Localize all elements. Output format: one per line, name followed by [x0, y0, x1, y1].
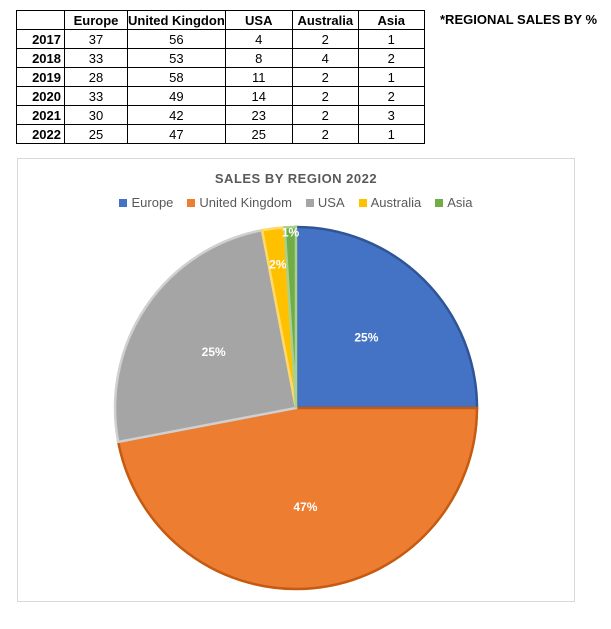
column-header: Australia: [291, 10, 359, 30]
table-row: 2022 25 47 25 2 1: [16, 124, 425, 144]
legend-label: United Kingdom: [199, 195, 292, 210]
column-header: United Kingdon: [127, 10, 226, 30]
year-cell: 2017: [16, 29, 65, 49]
sales-table: Europe United Kingdon USA Australia Asia 2017…: [16, 10, 425, 144]
column-header: USA: [224, 10, 293, 30]
value-cell: 56: [127, 29, 226, 49]
year-cell: 2019: [16, 67, 65, 87]
year-cell: 2022: [16, 124, 65, 144]
value-cell: 14: [224, 86, 293, 106]
value-cell: 1: [357, 124, 425, 144]
pie-slice-usa: [113, 228, 298, 444]
value-cell: 53: [127, 48, 226, 68]
legend-swatch: [119, 198, 128, 207]
legend-swatch: [435, 198, 444, 207]
legend-label: USA: [317, 195, 345, 210]
year-cell: 2021: [16, 105, 65, 125]
year-cell: 2020: [16, 86, 65, 106]
value-cell: 37: [64, 29, 128, 49]
pie-slice-asia: [283, 225, 298, 409]
value-cell: 11: [224, 67, 293, 87]
column-header: Europe: [64, 10, 128, 30]
legend-swatch: [358, 198, 367, 207]
value-cell: 3: [357, 105, 425, 125]
value-cell: 49: [127, 86, 226, 106]
pie-chart: 25% 47% 25% 2% 1% SALES BY REGION 2022 Europ…: [17, 158, 575, 602]
legend-item: United Kingdom: [187, 195, 292, 210]
value-cell: 2: [291, 124, 359, 144]
column-header: Asia: [357, 10, 425, 30]
value-cell: 33: [64, 48, 128, 68]
legend-item: Europe: [119, 195, 173, 210]
value-cell: 2: [291, 105, 359, 125]
legend-swatch: [305, 198, 314, 207]
table-note: *REGIONAL SALES BY %: [440, 12, 597, 27]
data-label: 25%: [202, 345, 226, 359]
legend-label: Australia: [370, 195, 422, 210]
value-cell: 58: [127, 67, 226, 87]
table-row: 2018 33 53 8 4 2: [16, 48, 425, 68]
value-cell: 33: [64, 86, 128, 106]
value-cell: 42: [127, 105, 226, 125]
value-cell: 25: [224, 124, 293, 144]
value-cell: 47: [127, 124, 226, 144]
legend: Europe United Kingdom USA Australia Asia: [18, 195, 574, 210]
legend-label: Asia: [447, 195, 473, 210]
chart-title: SALES BY REGION 2022: [214, 171, 378, 186]
value-cell: 2: [291, 29, 359, 49]
value-cell: 2: [357, 86, 425, 106]
pie-slice-united-kingdom: [116, 406, 479, 591]
value-cell: 2: [357, 48, 425, 68]
value-cell: 23: [224, 105, 293, 125]
value-cell: 4: [224, 29, 293, 49]
legend-swatch: [187, 198, 196, 207]
table-row: 2017 37 56 4 2 1: [16, 29, 425, 49]
data-label: 25%: [354, 331, 378, 345]
table-row: 2021 30 42 23 2 3: [16, 105, 425, 125]
value-cell: 1: [357, 29, 425, 49]
legend-label: Europe: [131, 195, 174, 210]
pie-slice-europe: [294, 225, 479, 410]
value-cell: 28: [64, 67, 128, 87]
table-row: 2019 28 58 11 2 1: [16, 67, 425, 87]
value-cell: 1: [357, 67, 425, 87]
column-header: [16, 10, 65, 30]
table-row: 2020 33 49 14 2 2: [16, 86, 425, 106]
legend-item: Asia: [435, 195, 473, 210]
data-label: 1%: [282, 226, 300, 240]
pie-svg: 25% 47% 25% 2% 1%: [113, 225, 479, 591]
year-cell: 2018: [16, 48, 65, 68]
legend-item: USA: [305, 195, 345, 210]
data-label: 47%: [293, 500, 317, 514]
value-cell: 8: [224, 48, 293, 68]
value-cell: 2: [291, 86, 359, 106]
data-label: 2%: [269, 257, 287, 271]
legend-item: Australia: [358, 195, 422, 210]
value-cell: 4: [291, 48, 359, 68]
value-cell: 30: [64, 105, 128, 125]
value-cell: 25: [64, 124, 128, 144]
value-cell: 2: [291, 67, 359, 87]
